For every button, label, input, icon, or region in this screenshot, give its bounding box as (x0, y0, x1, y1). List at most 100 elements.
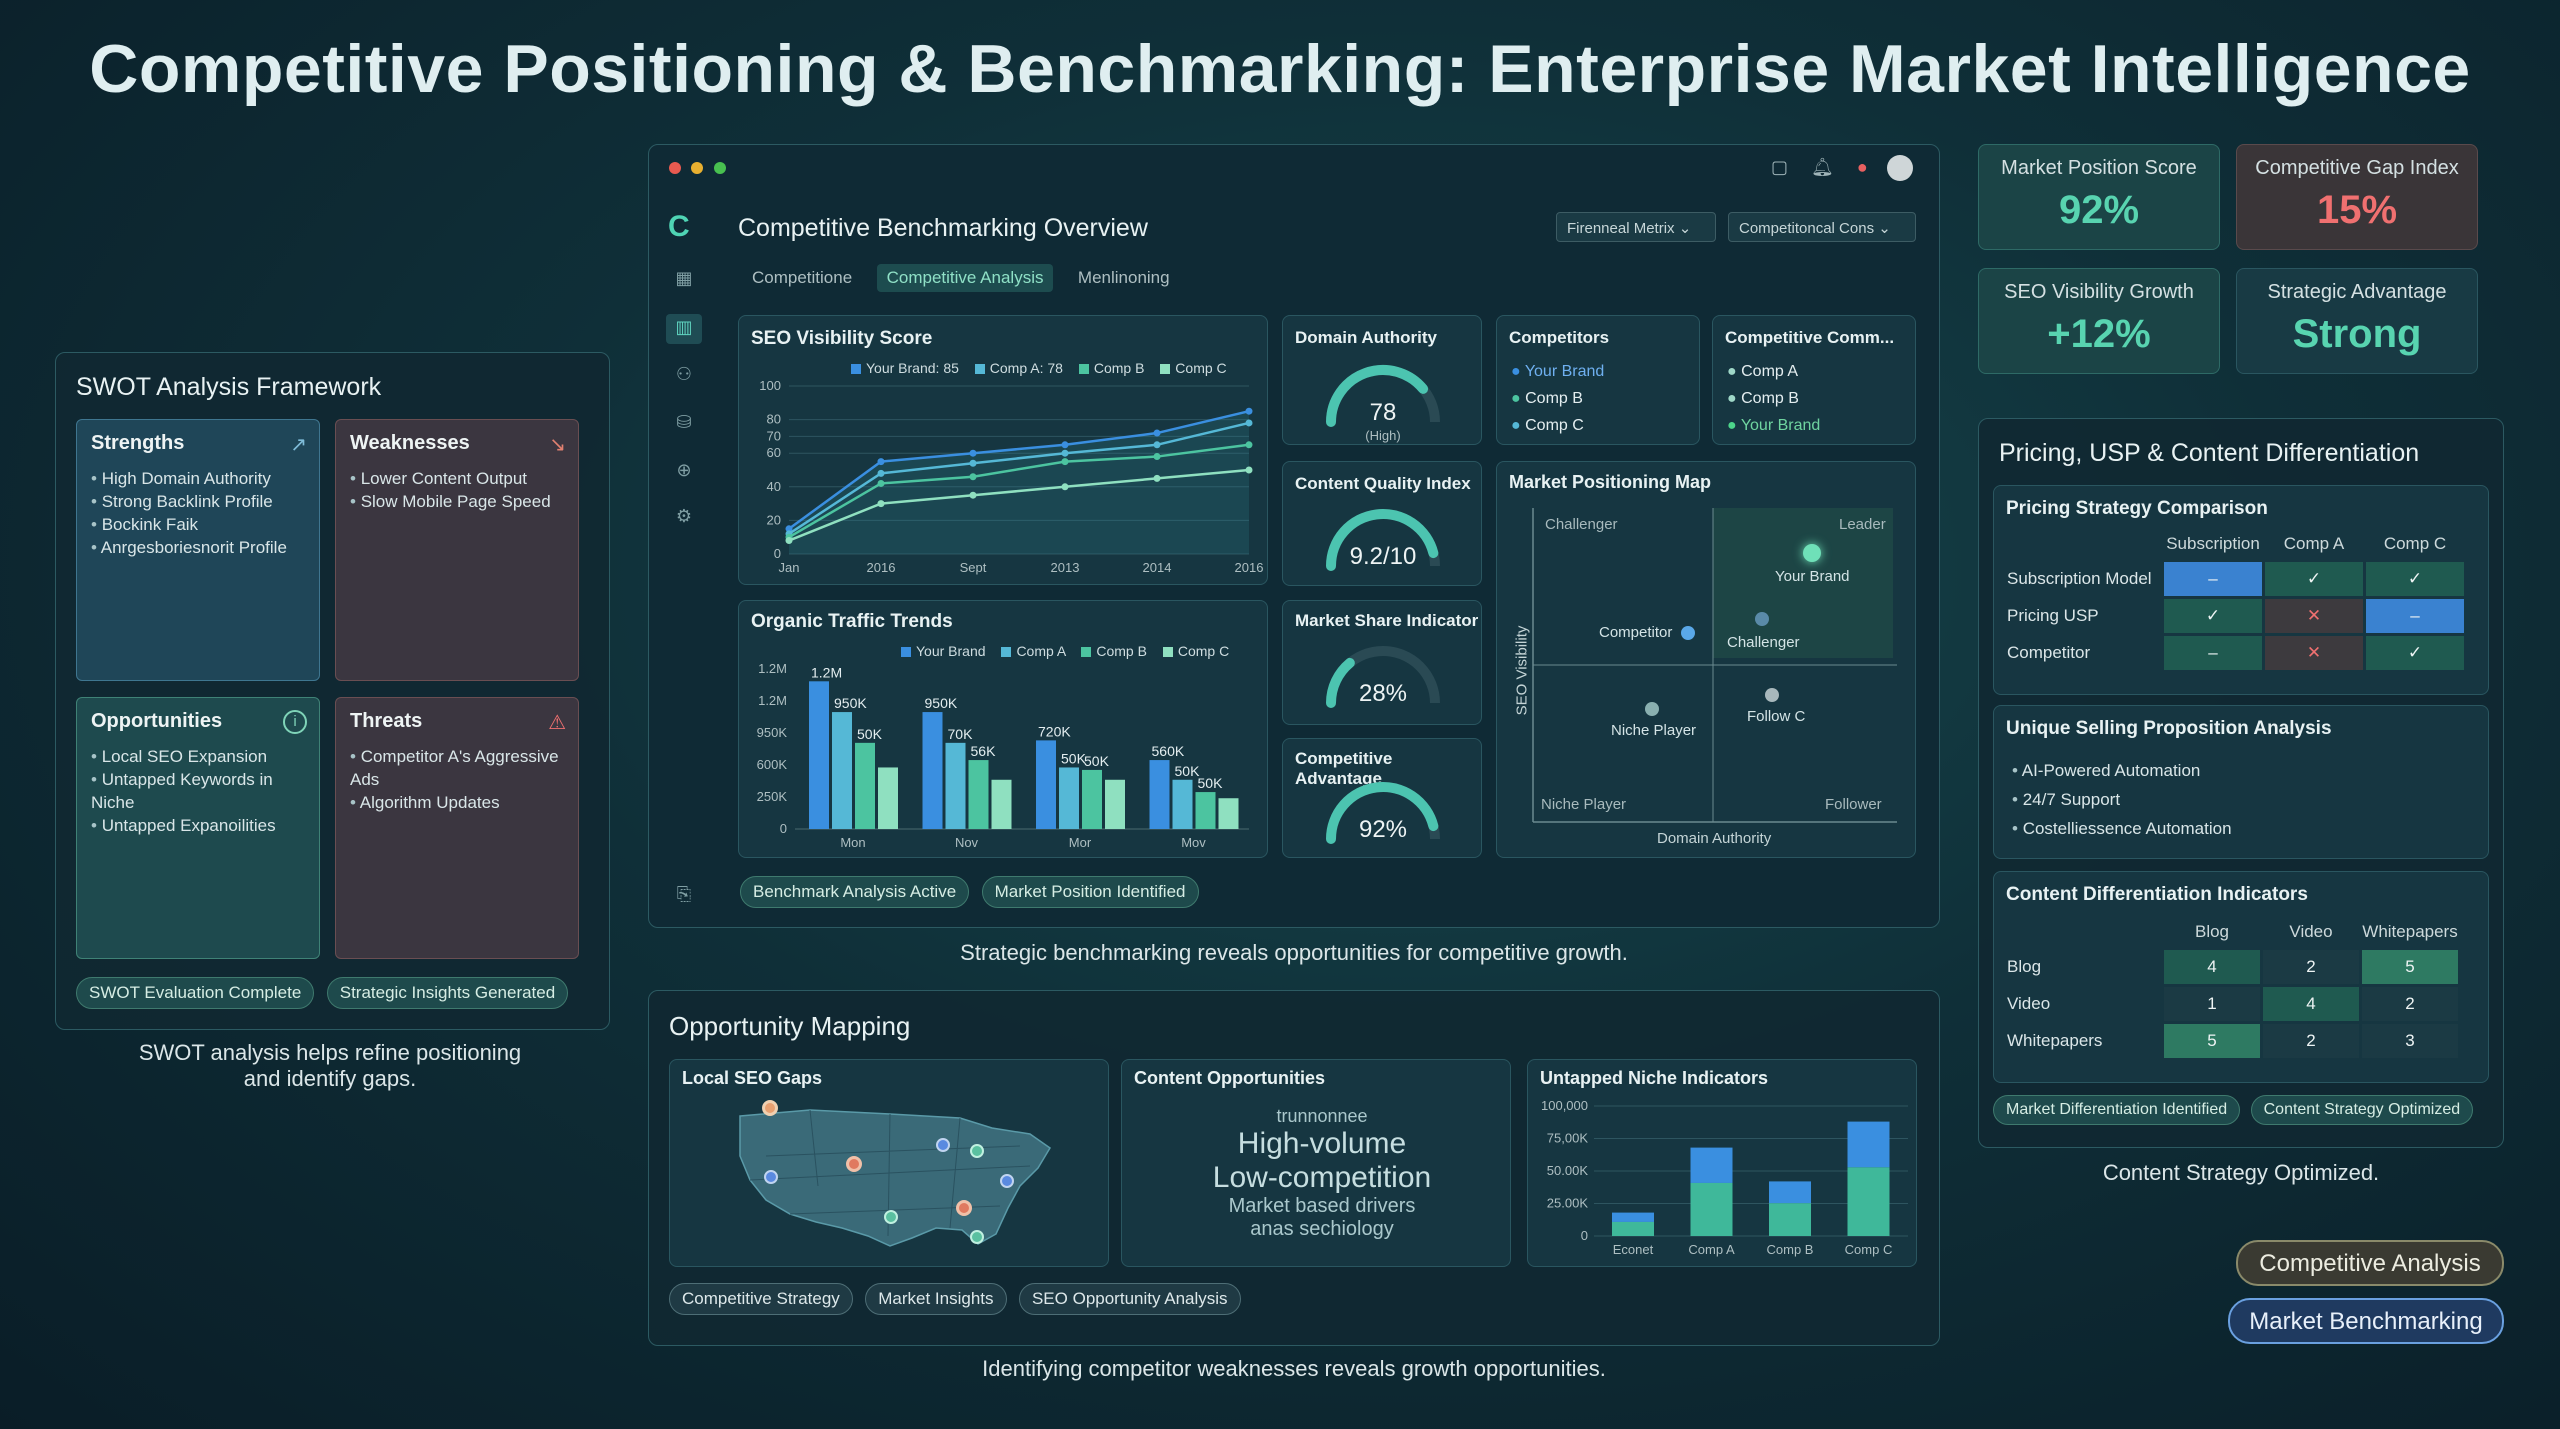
point-label: Follow C (1747, 708, 1806, 725)
map-pin-icon[interactable] (762, 1100, 778, 1116)
hierarchy-icon[interactable]: ⚇ (675, 364, 693, 384)
threats-box[interactable]: Threats ⚠ Competitor A's Aggressive Ads … (335, 697, 579, 959)
list-item: 24/7 Support (2012, 785, 2232, 814)
weaknesses-box[interactable]: Weaknesses ↘ Lower Content Output Slow M… (335, 419, 579, 681)
strengths-box[interactable]: Strengths ↗ High Domain Authority Strong… (76, 419, 320, 681)
y-tick-label: 0 (1581, 1228, 1588, 1243)
trend-down-icon: ↘ (549, 434, 566, 456)
grid-icon[interactable]: ▦ (675, 268, 693, 288)
notification-icon[interactable]: ● (1856, 156, 1868, 177)
close-dot[interactable] (669, 162, 681, 174)
map-pin-icon[interactable] (1000, 1174, 1014, 1188)
x-axis-label: Domain Authority (1657, 830, 1772, 847)
data-label: 50K (857, 726, 883, 742)
data-point (1153, 441, 1161, 449)
avatar[interactable] (1886, 155, 1913, 181)
data-point (1061, 441, 1069, 449)
minimize-dot[interactable] (691, 162, 704, 174)
market-benchmarking-button[interactable]: Market Benchmarking (2228, 1298, 2504, 1344)
organic-traffic-title: Organic Traffic Trends (751, 611, 953, 632)
map-point-your-brand[interactable] (1803, 544, 1821, 562)
list-item: Lower Content Output (350, 467, 564, 490)
competitor-item[interactable]: ● Your Brand (1511, 363, 1605, 380)
map-pin-icon[interactable] (936, 1138, 950, 1152)
word: trunnonnee (1276, 1106, 1368, 1126)
table-row: Pricing USP ✓ ✕ – (2001, 599, 2464, 633)
map-point-competitor[interactable] (1681, 626, 1695, 640)
series-area (789, 411, 1249, 554)
competitive-analysis-button[interactable]: Competitive Analysis (2236, 1240, 2504, 1286)
point-label: Your Brand (1775, 568, 1850, 585)
x-tick-label: Mor (1069, 835, 1092, 850)
opportunity-heading: Opportunity Mapping (669, 1011, 911, 1041)
map-pin-icon[interactable] (846, 1156, 862, 1172)
chart-icon[interactable]: ▥ (666, 314, 702, 344)
data-label: 950K (925, 695, 958, 711)
bar (1218, 798, 1239, 829)
export-icon[interactable]: ⎘ (676, 884, 692, 904)
competitor-item[interactable]: ● Comp B (1511, 390, 1583, 407)
map-point-niche[interactable] (1645, 702, 1659, 716)
comparison-item[interactable]: ● Comp B (1727, 390, 1799, 407)
opportunities-box[interactable]: Opportunities i Local SEO Expansion Unta… (76, 697, 320, 959)
map-pin-icon[interactable] (764, 1170, 778, 1184)
competitor-item[interactable]: ● Comp C (1511, 417, 1584, 434)
comparison-item[interactable]: ● Comp A (1727, 363, 1799, 380)
data-label: 950K (834, 695, 867, 711)
map-pin-icon[interactable] (970, 1230, 984, 1244)
maximize-dot[interactable] (713, 162, 726, 174)
map-pin-icon[interactable] (970, 1144, 984, 1158)
info-icon: i (283, 710, 307, 734)
opportunity-caption: Identifying competitor weaknesses reveal… (982, 1356, 1606, 1381)
threats-title: Threats (350, 710, 423, 732)
local-seo-card: Local SEO Gaps (669, 1059, 1109, 1267)
metric-dropdown[interactable]: Firenneal Metrix ⌄ (1556, 212, 1716, 242)
map-pin-icon[interactable] (956, 1200, 972, 1216)
strengths-list: High Domain Authority Strong Backlink Pr… (91, 467, 305, 559)
niche-indicators-card: Untapped Niche Indicators 0 25.00K 50.00K 7… (1527, 1059, 1917, 1267)
tab-competitione[interactable]: Competitione (752, 268, 853, 287)
data-point (877, 469, 885, 477)
usp-card: Unique Selling Proposition Analysis AI-P… (1993, 705, 2489, 859)
dashboard-caption: Strategic benchmarking reveals opportuni… (960, 940, 1628, 965)
tab-menlinoning[interactable]: Menlinoning (1077, 268, 1170, 287)
bell-icon[interactable]: 🔔︎ (1811, 156, 1834, 177)
list-item: Algorithm Updates (350, 791, 564, 814)
data-point (1245, 419, 1253, 427)
y-tick-label: 70 (767, 428, 781, 443)
data-label: 50K (1084, 753, 1110, 769)
bar (1690, 1147, 1733, 1183)
window-icon[interactable]: ▢ (1771, 156, 1789, 177)
map-point-challenger[interactable] (1755, 612, 1769, 626)
x-tick-label: Comp C (1845, 1242, 1893, 1257)
opportunities-title: Opportunities (91, 710, 223, 732)
competitor-dropdown[interactable]: Competitoncal Cons ⌄ (1728, 212, 1916, 242)
organic-traffic-card: Organic Traffic Trends Your Brand Comp A… (738, 600, 1268, 858)
content-quality-gauge: 9.2/10 (1326, 509, 1440, 571)
map-point-follow-c[interactable] (1765, 688, 1779, 702)
local-seo-title: Local SEO Gaps (682, 1068, 823, 1088)
list-item: Untapped Keywords in Niche (91, 768, 305, 814)
bar (968, 760, 989, 829)
quadrant-label: Niche Player (1541, 796, 1627, 813)
comparison-item[interactable]: ● Your Brand (1727, 417, 1821, 434)
globe-icon[interactable]: ⊕ (676, 460, 692, 480)
differentiation-pill: Market Differentiation Identified (1993, 1095, 2241, 1125)
table-row: Subscription Model – ✓ ✓ (2001, 562, 2464, 596)
map-pin-icon[interactable] (884, 1210, 898, 1224)
table-row: Competitor – ✕ ✓ (2001, 636, 2464, 670)
app-logo[interactable]: C (668, 210, 690, 243)
tab-competitive-analysis[interactable]: Competitive Analysis (876, 264, 1054, 292)
settings-icon[interactable]: ⚙ (675, 506, 693, 526)
content-diff-card: Content Differentiation Indicators Blog V… (1993, 871, 2489, 1083)
y-tick-label: 50.00K (1547, 1163, 1589, 1178)
list-item: AI-Powered Automation (2012, 756, 2232, 785)
data-point (1061, 449, 1069, 457)
gauge-sub: (High) (1365, 428, 1400, 443)
niche-indicators-title: Untapped Niche Indicators (1540, 1068, 1769, 1088)
seo-visibility-title: SEO Visibility Score (751, 328, 933, 349)
comparison-title: Competitive Comm... (1725, 328, 1895, 347)
database-icon[interactable]: ⛁ (676, 412, 692, 432)
bar (809, 681, 829, 829)
bar (878, 767, 898, 829)
